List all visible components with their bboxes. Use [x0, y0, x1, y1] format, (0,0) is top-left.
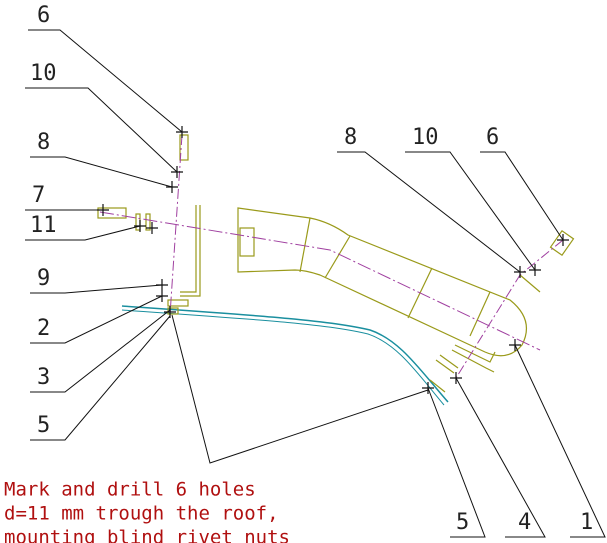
centre-line	[170, 135, 182, 315]
callout: 3	[37, 365, 50, 390]
callout: 11	[30, 213, 57, 238]
roof-inner	[122, 310, 444, 405]
callout: 5	[456, 510, 469, 535]
callout: 6	[37, 3, 50, 28]
callout: 8	[344, 125, 357, 150]
callouts: 6 10 8 7 11 9 2 3 5 8 10 6 5 4 1	[30, 3, 593, 535]
drawing: 6 10 8 7 11 9 2 3 5 8 10 6 5 4 1 Mark an…	[0, 0, 607, 543]
callout: 9	[37, 266, 50, 291]
callout: 7	[32, 183, 45, 208]
duct	[238, 208, 526, 356]
note-line: d=11 mm trough the roof,	[4, 503, 279, 525]
leaders	[25, 30, 605, 537]
note-line: Mark and drill 6 holes	[4, 479, 256, 501]
note: Mark and drill 6 holes d=11 mm trough th…	[4, 479, 290, 543]
centre-line	[456, 240, 563, 378]
callout: 10	[412, 125, 439, 150]
callout: 2	[37, 316, 50, 341]
callout: 5	[37, 413, 50, 438]
callout: 6	[486, 125, 499, 150]
callout: 8	[37, 130, 50, 155]
callout: 4	[518, 510, 531, 535]
brackets	[98, 135, 573, 392]
hole-marks	[97, 126, 569, 394]
callout: 1	[580, 510, 593, 535]
callout: 10	[30, 61, 57, 86]
centre-line	[100, 212, 540, 350]
note-line: mounting blind rivet nuts	[4, 527, 290, 543]
